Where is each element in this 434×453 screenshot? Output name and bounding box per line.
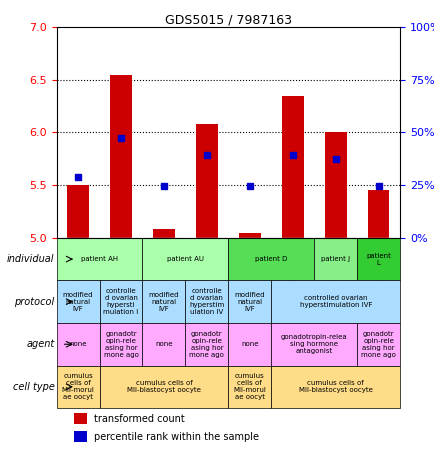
Bar <box>271 280 399 323</box>
Bar <box>367 190 388 238</box>
Text: modified
natural
IVF: modified natural IVF <box>62 292 93 312</box>
Text: gonadotr
opin-rele
asing hor
mone ago: gonadotr opin-rele asing hor mone ago <box>103 331 138 358</box>
Bar <box>74 431 87 442</box>
Text: none: none <box>240 341 258 347</box>
Text: patient J: patient J <box>320 256 349 262</box>
Bar <box>99 323 142 366</box>
Bar <box>313 238 356 280</box>
Bar <box>228 366 271 408</box>
Text: cumulus cells of
MII-blastocyst oocyte: cumulus cells of MII-blastocyst oocyte <box>127 381 201 393</box>
Bar <box>110 75 132 238</box>
Bar <box>74 414 87 424</box>
Bar <box>142 280 185 323</box>
Bar <box>324 132 346 238</box>
Text: cumulus cells of
MII-blastocyst oocyte: cumulus cells of MII-blastocyst oocyte <box>298 381 372 393</box>
Text: modified
natural
IVF: modified natural IVF <box>234 292 264 312</box>
Bar <box>281 96 303 238</box>
Text: agent: agent <box>26 339 54 349</box>
Bar <box>56 323 99 366</box>
Text: individual: individual <box>7 254 54 264</box>
Bar <box>153 229 174 238</box>
Bar <box>56 280 99 323</box>
Bar <box>271 323 356 366</box>
Text: gonadotr
opin-rele
asing hor
mone ago: gonadotr opin-rele asing hor mone ago <box>189 331 224 358</box>
Bar <box>56 238 142 280</box>
Text: cumulus
cells of
MII-morul
ae oocyt: cumulus cells of MII-morul ae oocyt <box>62 373 94 400</box>
Text: patient AH: patient AH <box>81 256 118 262</box>
Text: none: none <box>155 341 172 347</box>
Text: none: none <box>69 341 86 347</box>
Bar <box>185 323 228 366</box>
Bar <box>196 124 217 238</box>
Bar <box>356 323 399 366</box>
Bar <box>239 232 260 238</box>
Text: modified
natural
IVF: modified natural IVF <box>148 292 179 312</box>
Text: percentile rank within the sample: percentile rank within the sample <box>94 432 259 442</box>
Text: protocol: protocol <box>14 297 54 307</box>
Text: cell type: cell type <box>13 382 54 392</box>
Bar <box>228 323 271 366</box>
Text: transformed count: transformed count <box>94 414 185 424</box>
Bar <box>99 366 228 408</box>
Title: GDS5015 / 7987163: GDS5015 / 7987163 <box>164 13 291 26</box>
Bar <box>142 323 185 366</box>
Bar <box>67 185 89 238</box>
Text: patient AU: patient AU <box>167 256 204 262</box>
Text: gonadotr
opin-rele
asing hor
mone ago: gonadotr opin-rele asing hor mone ago <box>361 331 395 358</box>
Text: controlle
d ovarian
hypersti
mulation I: controlle d ovarian hypersti mulation I <box>103 288 138 315</box>
Bar <box>99 280 142 323</box>
Text: patient
L: patient L <box>365 253 390 265</box>
Bar <box>228 280 271 323</box>
Bar <box>185 280 228 323</box>
Text: controlle
d ovarian
hyperstim
ulation IV: controlle d ovarian hyperstim ulation IV <box>189 288 224 315</box>
Text: patient D: patient D <box>255 256 287 262</box>
Text: controlled ovarian
hyperstimulation IVF: controlled ovarian hyperstimulation IVF <box>299 295 371 308</box>
Text: gonadotropin-relea
sing hormone
antagonist: gonadotropin-relea sing hormone antagoni… <box>280 334 347 354</box>
Bar <box>56 366 99 408</box>
Bar <box>142 238 228 280</box>
Bar <box>356 238 399 280</box>
Bar <box>271 366 399 408</box>
Bar <box>228 238 313 280</box>
Text: cumulus
cells of
MII-morul
ae oocyt: cumulus cells of MII-morul ae oocyt <box>233 373 266 400</box>
